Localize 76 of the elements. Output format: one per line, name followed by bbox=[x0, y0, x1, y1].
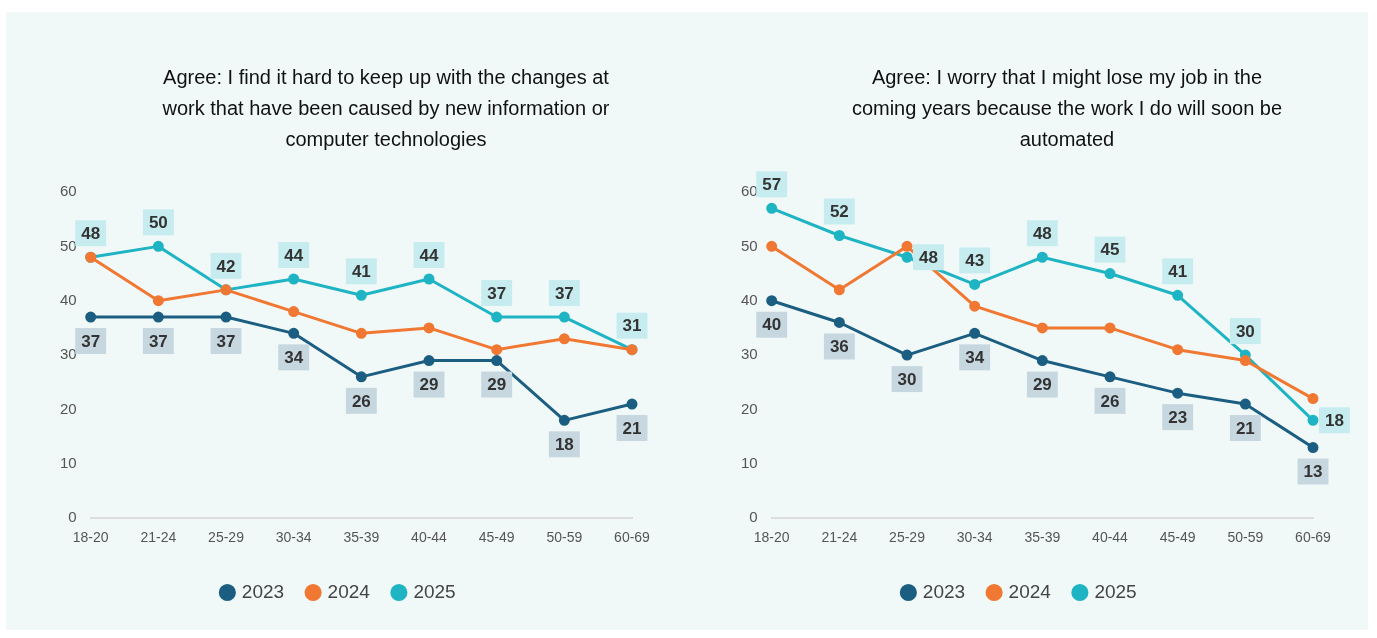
x-tick-label: 18-20 bbox=[72, 529, 109, 546]
data-label: 26 bbox=[351, 391, 371, 411]
x-tick-label: 45-49 bbox=[478, 529, 515, 546]
y-tick-label: 10 bbox=[741, 453, 758, 471]
y-tick-label: 40 bbox=[741, 290, 758, 308]
data-label: 44 bbox=[419, 245, 439, 265]
data-label: 48 bbox=[81, 223, 101, 243]
data-label: 26 bbox=[1100, 391, 1120, 411]
y-tick-label: 20 bbox=[60, 399, 77, 417]
y-tick-label: 60 bbox=[60, 182, 77, 200]
legend-label: 2023 bbox=[922, 580, 966, 602]
data-label: 18 bbox=[1324, 411, 1344, 431]
x-tick-label: 25-29 bbox=[208, 529, 245, 546]
x-tick-label: 21-24 bbox=[140, 529, 177, 546]
data-label: 36 bbox=[829, 337, 849, 357]
data-label: 13 bbox=[1303, 462, 1323, 482]
data-label: 29 bbox=[419, 375, 439, 395]
data-label: 21 bbox=[622, 418, 642, 438]
data-label: 48 bbox=[1032, 223, 1052, 243]
y-tick-label: 0 bbox=[749, 508, 758, 526]
data-label: 37 bbox=[216, 331, 236, 351]
data-label: 29 bbox=[487, 375, 507, 395]
y-tick-label: 30 bbox=[741, 345, 758, 363]
data-label: 31 bbox=[622, 316, 642, 336]
x-tick-label: 60-69 bbox=[614, 529, 651, 546]
data-label: 30 bbox=[897, 369, 917, 389]
data-label: 42 bbox=[216, 256, 236, 276]
data-label: 21 bbox=[1235, 418, 1255, 438]
data-label: 29 bbox=[1032, 375, 1052, 395]
x-tick-label: 21-24 bbox=[821, 529, 858, 546]
x-tick-label: 40-44 bbox=[1092, 529, 1129, 546]
data-label: 44 bbox=[284, 245, 304, 265]
y-tick-label: 50 bbox=[741, 236, 758, 254]
data-label: 37 bbox=[487, 283, 507, 303]
data-label: 23 bbox=[1168, 407, 1188, 427]
data-label: 43 bbox=[965, 251, 985, 271]
data-label: 37 bbox=[148, 331, 168, 351]
x-tick-label: 35-39 bbox=[1024, 529, 1061, 546]
data-label: 41 bbox=[1168, 261, 1188, 281]
x-tick-label: 25-29 bbox=[889, 529, 926, 546]
data-label: 45 bbox=[1100, 240, 1120, 260]
data-label: 40 bbox=[762, 315, 782, 335]
x-tick-label: 30-34 bbox=[956, 529, 993, 546]
data-label: 37 bbox=[554, 283, 574, 303]
legend-label: 2025 bbox=[1094, 580, 1137, 602]
x-tick-label: 30-34 bbox=[275, 529, 312, 546]
data-label: 52 bbox=[829, 202, 849, 222]
data-label: 37 bbox=[81, 331, 101, 351]
data-label: 57 bbox=[762, 175, 782, 194]
data-label: 30 bbox=[1235, 321, 1255, 341]
data-label: 34 bbox=[965, 348, 985, 368]
data-label: 41 bbox=[351, 261, 371, 281]
y-tick-label: 20 bbox=[741, 399, 758, 417]
x-tick-label: 50-59 bbox=[1227, 529, 1264, 546]
x-tick-label: 35-39 bbox=[343, 529, 380, 546]
legend-label: 2023 bbox=[241, 580, 285, 602]
legend-label: 2024 bbox=[327, 580, 371, 602]
data-label: 50 bbox=[148, 213, 168, 233]
legend-label: 2024 bbox=[1008, 580, 1052, 602]
x-tick-label: 40-44 bbox=[411, 529, 448, 546]
chart-title: Agree: I worry that I might lose my job in the coming years because the work I do will soon be automated bbox=[850, 65, 1284, 152]
chart-title: Agree: I find it hard to keep up with the changes at work that have been caused by new information or computer technologies bbox=[161, 65, 611, 152]
y-tick-label: 40 bbox=[60, 290, 77, 308]
data-label: 34 bbox=[284, 348, 304, 368]
x-tick-label: 45-49 bbox=[1159, 529, 1196, 546]
x-tick-label: 50-59 bbox=[546, 529, 583, 546]
data-label: 18 bbox=[554, 435, 574, 455]
x-tick-label: 18-20 bbox=[753, 529, 790, 546]
y-tick-label: 30 bbox=[60, 345, 77, 363]
data-label: 48 bbox=[919, 247, 938, 267]
y-tick-label: 10 bbox=[60, 453, 77, 471]
y-tick-label: 0 bbox=[68, 508, 77, 526]
legend-label: 2025 bbox=[413, 580, 456, 602]
y-tick-label: 50 bbox=[60, 236, 77, 254]
y-tick-label: 60 bbox=[741, 182, 758, 200]
x-tick-label: 60-69 bbox=[1295, 529, 1332, 546]
